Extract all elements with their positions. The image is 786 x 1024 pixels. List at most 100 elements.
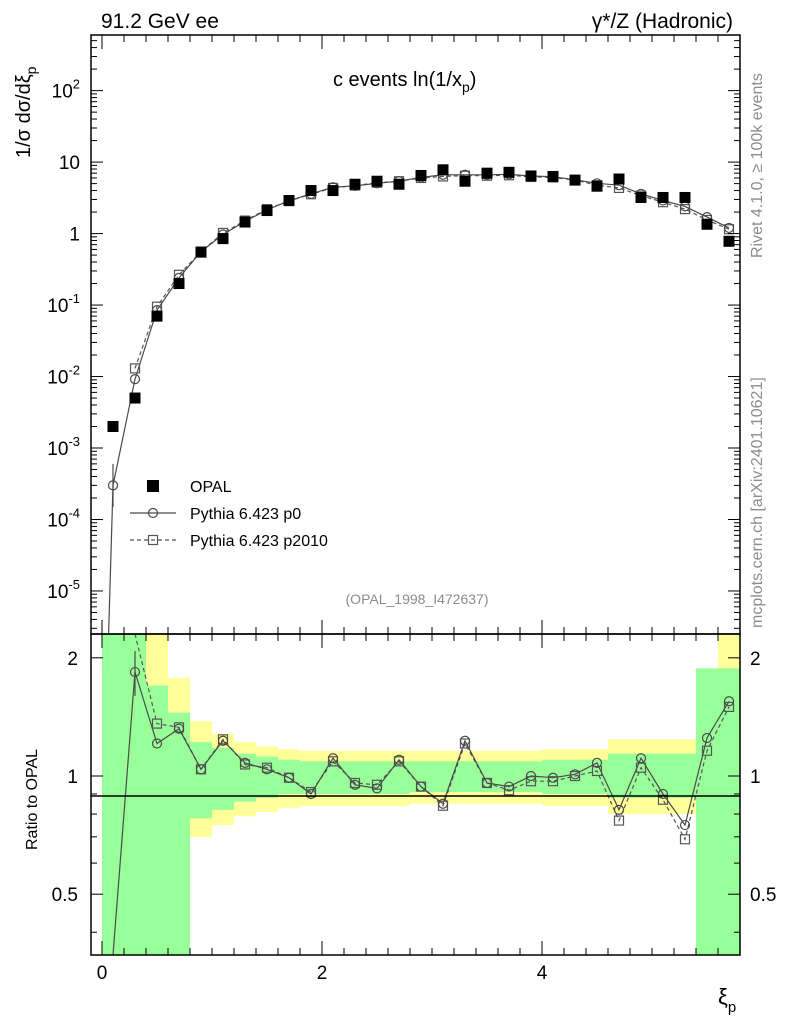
ratio-y-tick-label-left: 1 — [67, 767, 78, 788]
opal-marker — [151, 310, 163, 322]
y-tick-label: 10-3 — [47, 434, 80, 460]
band-inner — [432, 761, 454, 793]
opal-marker — [371, 175, 383, 187]
band-inner — [366, 761, 388, 794]
band-inner — [608, 753, 630, 798]
opal-marker — [107, 420, 119, 432]
p0-ratio-marker — [437, 798, 449, 809]
y-tick-label: 10-4 — [47, 505, 80, 531]
p0-ratio-marker — [173, 723, 185, 734]
p2010-ratio-marker — [459, 738, 471, 749]
ratio-plot-frame — [90, 633, 741, 956]
p0-ratio-marker — [723, 696, 735, 707]
legend-marker-opal — [147, 480, 159, 492]
ratio-y-tick-label-left: 2 — [67, 649, 78, 670]
band-inner — [102, 634, 124, 955]
main-plot-frame — [90, 34, 741, 635]
legend-marker-p0 — [147, 507, 159, 519]
opal-marker — [701, 218, 713, 230]
band-inner — [454, 761, 476, 793]
p0-ratio-marker — [591, 757, 603, 768]
p0-ratio-marker — [305, 788, 317, 800]
opal-marker — [591, 180, 603, 192]
opal-marker — [327, 185, 339, 197]
analysis-watermark: (OPAL_1998_I472637) — [346, 591, 489, 607]
svg-text:c events ln(1/xp): c events ln(1/xp) — [333, 69, 476, 95]
band-inner — [630, 753, 652, 798]
y-tick-label: 10 — [59, 153, 80, 174]
p0-ratio-marker — [349, 779, 361, 790]
p0-marker — [723, 222, 735, 234]
p0-ratio-marker — [613, 804, 625, 815]
p0-ratio-marker — [481, 777, 493, 789]
mcplots-label: mcplots.cern.ch [arXiv:2401.10621] — [749, 377, 766, 628]
legend-marker-p2010 — [147, 534, 159, 546]
ratio-y-tick-label-right: 0.5 — [750, 885, 776, 906]
main-plot-title: c events ln(1/xp) — [333, 69, 476, 95]
p0-line-tail — [108, 485, 114, 635]
x-tick-label: 4 — [537, 963, 548, 984]
p2010-ratio-marker — [525, 776, 537, 787]
opal-marker — [613, 173, 625, 185]
p0-marker — [129, 374, 141, 385]
legend: OPAL Pythia 6.423 p0 Pythia 6.423 p2010 — [130, 479, 328, 550]
legend-label-p0: Pythia 6.423 p0 — [190, 506, 301, 523]
opal-marker — [129, 392, 141, 404]
x-tick-label: 0 — [97, 963, 108, 984]
x-tick-label: 2 — [317, 963, 328, 984]
p0-ratio-marker — [547, 772, 559, 783]
svg-text:1/σ dσ/dξp: 1/σ dσ/dξp — [13, 66, 39, 158]
opal-marker — [503, 166, 515, 178]
band-inner — [410, 761, 432, 793]
p2010-ratio-marker — [371, 779, 383, 790]
p0-ratio-marker — [239, 757, 251, 768]
band-inner — [696, 668, 718, 955]
header-left: 91.2 GeV ee — [101, 10, 219, 33]
band-inner — [124, 634, 146, 955]
p0-ratio-marker — [415, 781, 427, 792]
p0-line — [112, 173, 730, 486]
opal-marker — [481, 167, 493, 179]
y-tick-label: 10-1 — [47, 291, 80, 317]
p2010-line — [134, 174, 730, 369]
opal-marker — [239, 216, 251, 228]
opal-marker — [173, 278, 185, 290]
band-inner — [168, 712, 190, 955]
opal-marker — [349, 178, 361, 190]
p0-ratio-marker — [393, 754, 405, 765]
legend-label-opal: OPAL — [190, 479, 232, 496]
band-inner — [322, 761, 344, 794]
header-right: γ*/Z (Hadronic) — [592, 10, 733, 33]
band-inner — [674, 753, 696, 798]
opal-marker — [525, 170, 537, 182]
ratio-y-axis-label: Ratio to OPAL — [24, 749, 41, 850]
p2010-ratio-marker — [503, 785, 515, 796]
band-inner — [212, 747, 234, 810]
p0-ratio-marker — [217, 735, 229, 746]
p0-ratio-marker — [525, 770, 537, 782]
p2010-ratio-marker — [327, 756, 339, 767]
main-axis-ticks: 10-5 10-4 10-3 10-2 10-1 1 10 102 — [47, 34, 740, 634]
p0-ratio-marker — [129, 666, 141, 678]
p2010-ratio-marker — [679, 834, 691, 845]
ratio-y-tick-label-right: 2 — [750, 649, 761, 670]
opal-marker — [635, 191, 647, 203]
band-inner — [234, 753, 256, 802]
ratio-y-tick-label-left: 0.5 — [52, 885, 78, 906]
p0-ratio-marker — [261, 764, 273, 775]
p0-ratio-marker — [459, 735, 471, 746]
p0-ratio-marker — [569, 769, 581, 780]
opal-marker — [679, 191, 691, 203]
ratio-axis-ticks: 0.5 0.5 1 1 2 2 0 2 4 — [52, 634, 776, 984]
opal-marker — [217, 233, 229, 245]
p0-ratio-marker — [701, 732, 713, 744]
p0-ratio-line — [112, 671, 730, 956]
p0-ratio-marker — [151, 738, 163, 749]
opal-marker — [547, 170, 559, 182]
p0-ratio-marker — [635, 753, 647, 764]
p0-ratio-marker — [679, 819, 691, 831]
p0-ratio-marker — [503, 781, 515, 792]
opal-marker — [393, 178, 405, 190]
opal-marker — [261, 205, 273, 217]
